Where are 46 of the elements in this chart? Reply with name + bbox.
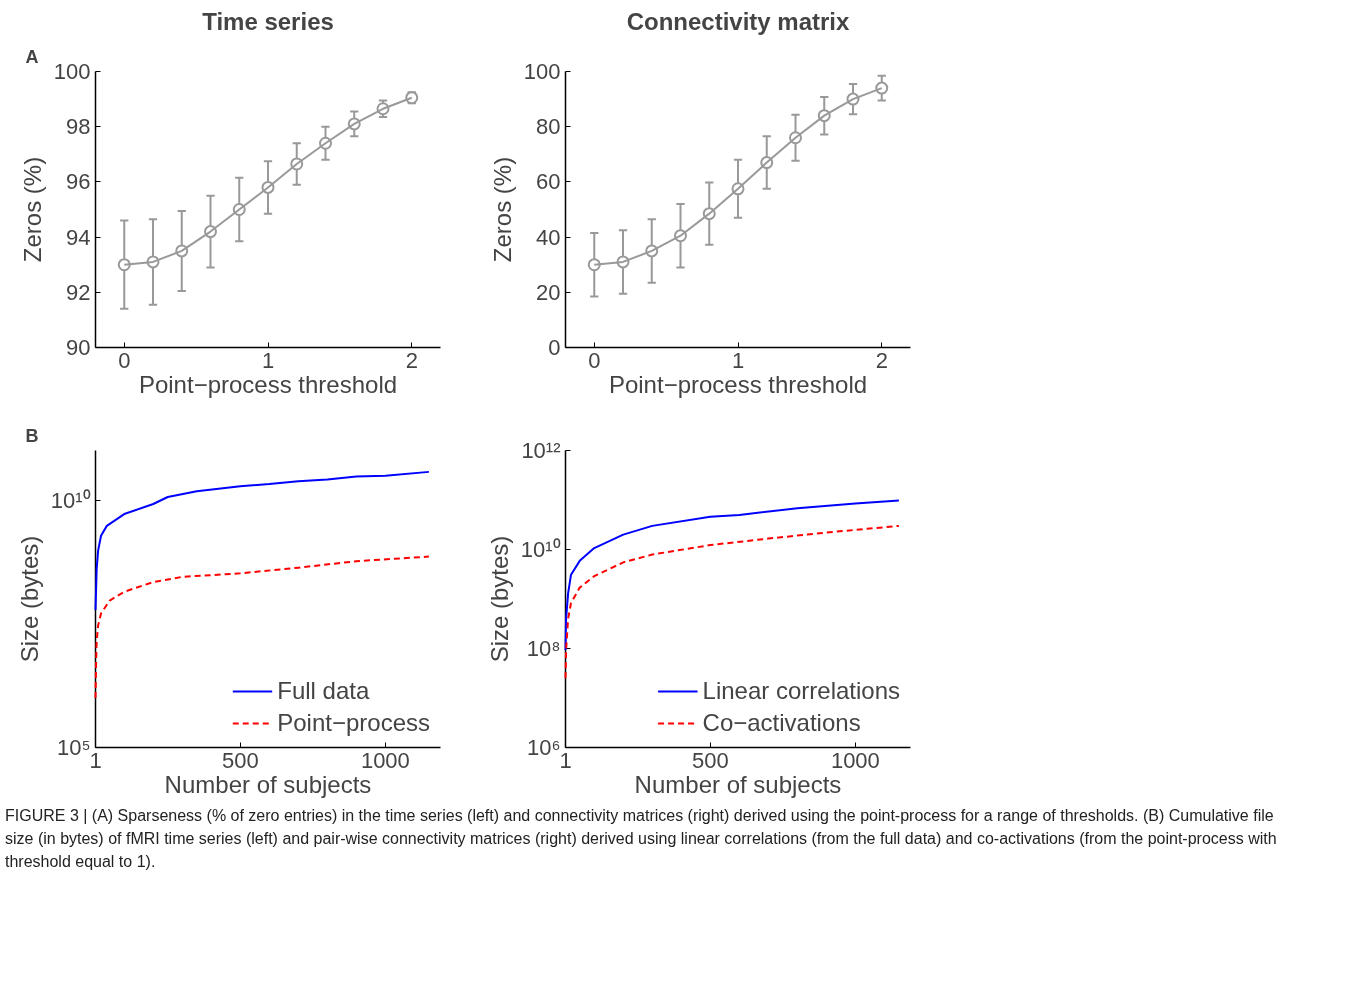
x-tick-label: 2 xyxy=(875,347,888,373)
y-tick-label: 94 xyxy=(66,224,91,250)
text: A xyxy=(25,46,39,67)
x-axis-title: Point−process threshold xyxy=(138,370,398,398)
legend-label: Point−process xyxy=(277,709,430,737)
chart-title: Time series xyxy=(202,7,334,35)
y-tick-label: 10¹² xyxy=(521,438,561,463)
y-axis-title: Size (bytes) xyxy=(15,535,43,663)
y-tick-label: 10⁸ xyxy=(526,636,561,661)
y-tick-label: 10⁶ xyxy=(526,735,561,760)
x-tick-label: 0 xyxy=(118,347,131,373)
x-tick-label: 500 xyxy=(221,747,259,773)
y-axis-title: Size (bytes) xyxy=(485,535,513,663)
y-tick-label: 10⁵ xyxy=(56,735,91,760)
x-tick-label: 1 xyxy=(261,347,275,373)
y-tick-label: 10¹⁰ xyxy=(50,487,91,513)
x-tick-label: 1000 xyxy=(360,747,410,773)
y-tick-label: 100 xyxy=(53,59,91,84)
text: B xyxy=(25,425,39,446)
legend-label: Full data xyxy=(277,677,370,705)
x-axis-title: Number of subjects xyxy=(164,770,372,798)
x-tick-label: 1 xyxy=(559,747,572,773)
y-tick-label: 10¹⁰ xyxy=(520,537,561,562)
x-tick-label: 1 xyxy=(89,747,102,773)
y-tick-label: 98 xyxy=(66,114,91,140)
y-tick-label: 100 xyxy=(523,59,561,84)
y-tick-label: 80 xyxy=(536,114,561,140)
y-tick-label: 40 xyxy=(536,224,561,250)
x-tick-label: 500 xyxy=(691,747,729,773)
x-axis-title: Point−process threshold xyxy=(608,370,868,398)
legend-label: Linear correlations xyxy=(702,677,900,705)
x-axis-title: Number of subjects xyxy=(634,770,842,798)
y-tick-label: 60 xyxy=(536,169,561,195)
caption: FIGURE 3 | (A) Sparseness (% of zero entries) in the time series (left) and connectivity matrices (right) derived using the point-process for a range of thresholds. (B) Cumulative file size (in bytes) of fMRI time series (left) and pair-wise connectivity matrices (right) derived using linear correlations (from the full data) and co-activations (from the point-process with threshold equal to 1). xyxy=(5,806,1278,872)
x-tick-label: 2 xyxy=(405,347,418,373)
y-tick-label: 96 xyxy=(66,169,91,195)
x-tick-label: 1 xyxy=(731,347,745,373)
x-tick-label: 1000 xyxy=(830,747,880,773)
y-tick-label: 90 xyxy=(66,335,91,360)
y-tick-label: 20 xyxy=(536,279,561,305)
x-tick-label: 0 xyxy=(588,347,601,373)
y-tick-label: 92 xyxy=(66,279,91,305)
legend-label: Co−activations xyxy=(702,709,861,737)
chart-title: Connectivity matrix xyxy=(626,7,851,35)
y-axis-title: Zeros (%) xyxy=(18,156,46,263)
y-axis-title: Zeros (%) xyxy=(488,156,516,263)
